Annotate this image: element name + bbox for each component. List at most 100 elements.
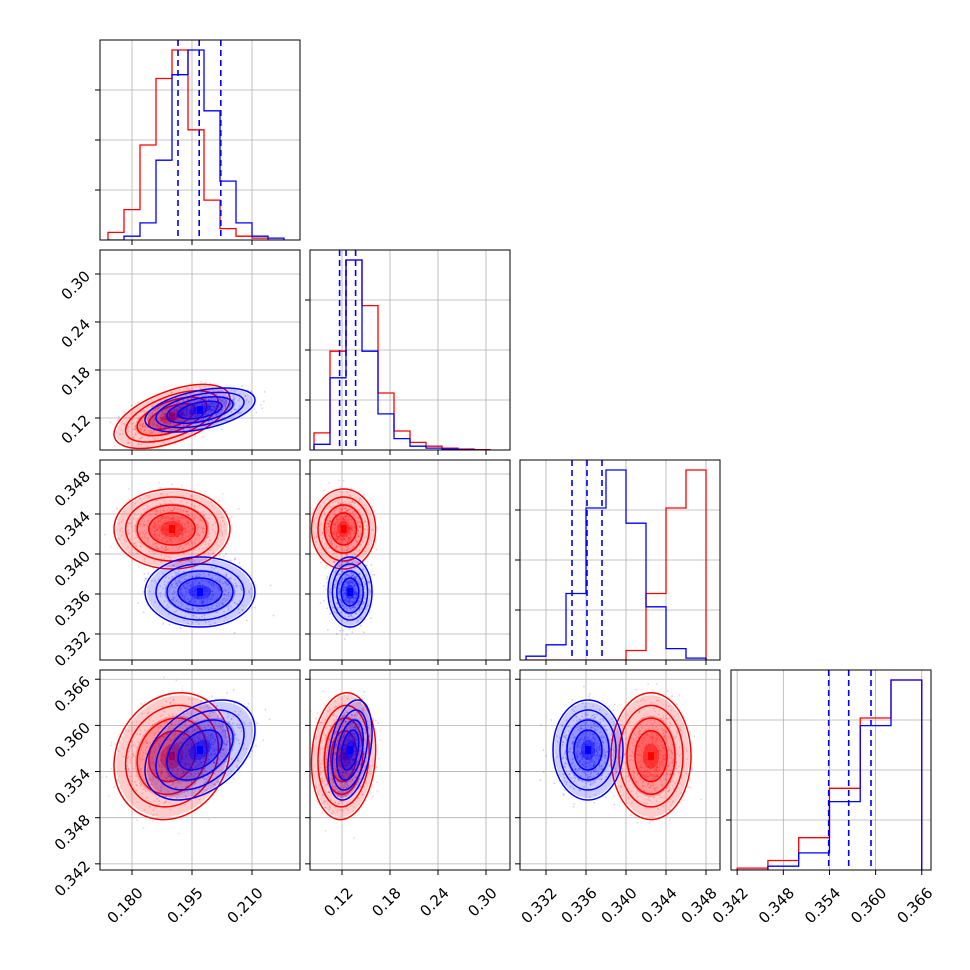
scatter-point — [162, 534, 165, 536]
scatter-point — [180, 414, 183, 417]
density-peak — [169, 752, 175, 761]
scatter-point — [182, 547, 184, 550]
scatter-point — [225, 742, 228, 745]
scatter-point — [141, 758, 144, 761]
scatter-point — [153, 521, 156, 524]
scatter-point — [143, 533, 146, 536]
scatter-point — [180, 523, 183, 525]
scatter-point — [210, 402, 213, 405]
scatter-point — [182, 424, 185, 427]
scatter-point — [209, 411, 212, 413]
scatter-point — [153, 522, 156, 525]
scatter-point — [216, 404, 219, 407]
scatter-point — [216, 579, 219, 582]
scatter-point — [241, 609, 244, 612]
scatter-point — [322, 489, 325, 492]
scatter-point — [192, 749, 194, 752]
scatter-point — [194, 720, 197, 723]
scatter-point — [209, 591, 212, 593]
scatter-point — [197, 765, 200, 768]
scatter-point — [156, 407, 159, 410]
scatter-point — [216, 586, 218, 589]
scatter-point — [183, 763, 186, 765]
scatter-point — [191, 411, 193, 414]
scatter-point — [187, 601, 190, 604]
scatter-point — [218, 588, 221, 591]
scatter-point — [201, 530, 204, 533]
scatter-point — [163, 580, 166, 583]
scatter-point — [182, 539, 185, 542]
scatter-point — [139, 497, 142, 500]
scatter-point — [187, 751, 190, 753]
scatter-point — [186, 411, 188, 414]
scatter-point — [160, 516, 163, 519]
scatter-point — [201, 547, 204, 550]
scatter-point — [181, 772, 183, 774]
scatter-point — [176, 770, 179, 773]
scatter-point — [165, 756, 167, 759]
scatter-point — [215, 414, 217, 417]
scatter-point — [164, 546, 167, 549]
scatter-point — [194, 766, 197, 769]
scatter-point — [174, 746, 176, 749]
scatter-point — [229, 402, 232, 405]
scatter-point — [207, 408, 210, 411]
scatter-point — [202, 601, 204, 604]
scatter-point — [208, 620, 211, 623]
scatter-point — [166, 738, 169, 741]
scatter-point — [159, 516, 162, 519]
scatter-point — [209, 739, 212, 742]
scatter-point — [151, 769, 154, 772]
scatter-point — [169, 421, 171, 424]
scatter-point — [208, 707, 210, 710]
scatter-point — [175, 523, 178, 526]
scatter-point — [207, 412, 210, 414]
scatter-point — [215, 405, 218, 408]
scatter-point — [144, 524, 146, 527]
scatter-point — [204, 752, 206, 755]
scatter-point — [160, 762, 163, 765]
scatter-point — [178, 423, 181, 426]
scatter-point — [156, 761, 159, 764]
scatter-point — [211, 408, 214, 411]
scatter-point — [182, 509, 185, 512]
scatter-point — [228, 403, 230, 406]
scatter-point — [224, 401, 226, 403]
scatter-point — [127, 442, 129, 445]
scatter-point — [198, 598, 201, 600]
scatter-point — [121, 530, 124, 533]
scatter-point — [183, 414, 185, 416]
scatter-point — [191, 746, 194, 749]
scatter-point — [132, 530, 135, 532]
scatter-point — [157, 510, 159, 513]
scatter-point — [131, 740, 133, 743]
scatter-point — [191, 767, 194, 770]
scatter-point — [198, 789, 201, 791]
scatter-point — [148, 805, 151, 808]
scatter-point — [205, 749, 208, 752]
scatter-point — [205, 598, 207, 601]
scatter-point — [187, 744, 189, 746]
scatter-point — [184, 611, 187, 614]
scatter-point — [174, 736, 177, 739]
scatter-point — [204, 777, 206, 780]
scatter-point — [230, 515, 233, 518]
scatter-point — [187, 622, 189, 625]
scatter-point — [203, 404, 206, 406]
scatter-point — [120, 429, 123, 432]
scatter-point — [204, 738, 207, 741]
scatter-point — [166, 534, 169, 537]
scatter-point — [198, 414, 201, 417]
scatter-point — [210, 606, 212, 609]
scatter-point — [211, 415, 214, 418]
scatter-point — [189, 600, 192, 603]
scatter-point — [220, 409, 223, 412]
scatter-point — [222, 717, 225, 720]
scatter-point — [191, 581, 193, 584]
scatter-point — [161, 772, 164, 775]
scatter-point — [188, 588, 191, 591]
density-peak — [169, 412, 175, 421]
scatter-point — [174, 718, 177, 721]
scatter-point — [202, 422, 205, 424]
scatter-point — [169, 518, 172, 520]
